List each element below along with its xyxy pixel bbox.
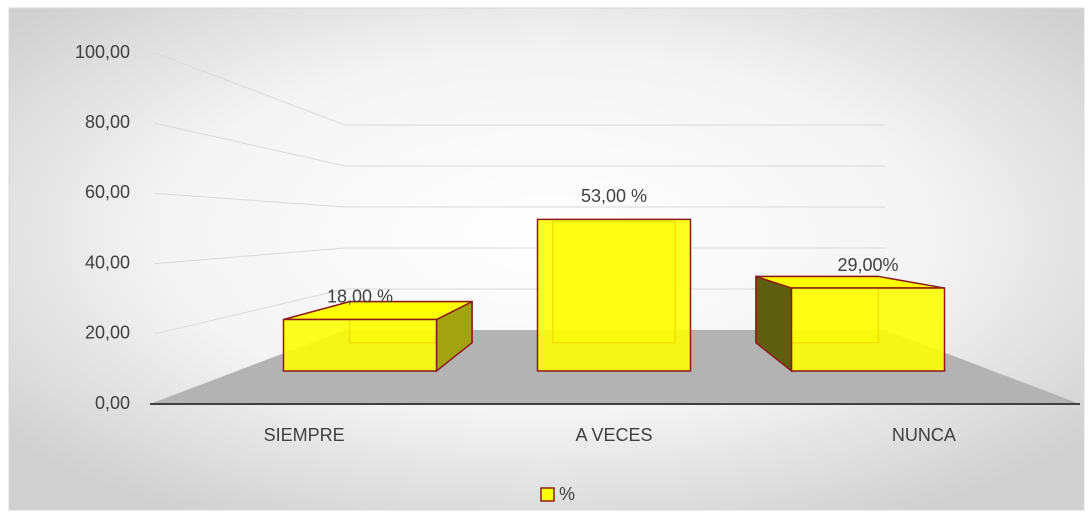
bar [536, 218, 692, 372]
bar [790, 287, 946, 372]
x-tick-label: A VECES [575, 425, 652, 445]
data-label: 18,00 % [327, 286, 393, 306]
data-label: 29,00% [837, 255, 898, 275]
y-tick-label: 40,00 [85, 252, 130, 272]
y-tick-label: 100,00 [75, 42, 130, 62]
y-tick-label: 80,00 [85, 112, 130, 132]
y-tick-label: 60,00 [85, 182, 130, 202]
bar [282, 318, 438, 372]
y-tick-label: 20,00 [85, 323, 130, 343]
y-tick-label: 0,00 [95, 393, 130, 413]
legend-swatch [540, 487, 555, 502]
grid-line [154, 52, 346, 126]
x-tick-label: SIEMPRE [264, 425, 345, 445]
data-label: 53,00 % [581, 186, 647, 206]
grid-line [154, 122, 346, 167]
legend-label: % [559, 484, 575, 504]
grid-line [154, 288, 346, 335]
grid-line [154, 192, 346, 208]
x-tick-label: NUNCA [892, 425, 956, 445]
grid-line [154, 247, 346, 265]
